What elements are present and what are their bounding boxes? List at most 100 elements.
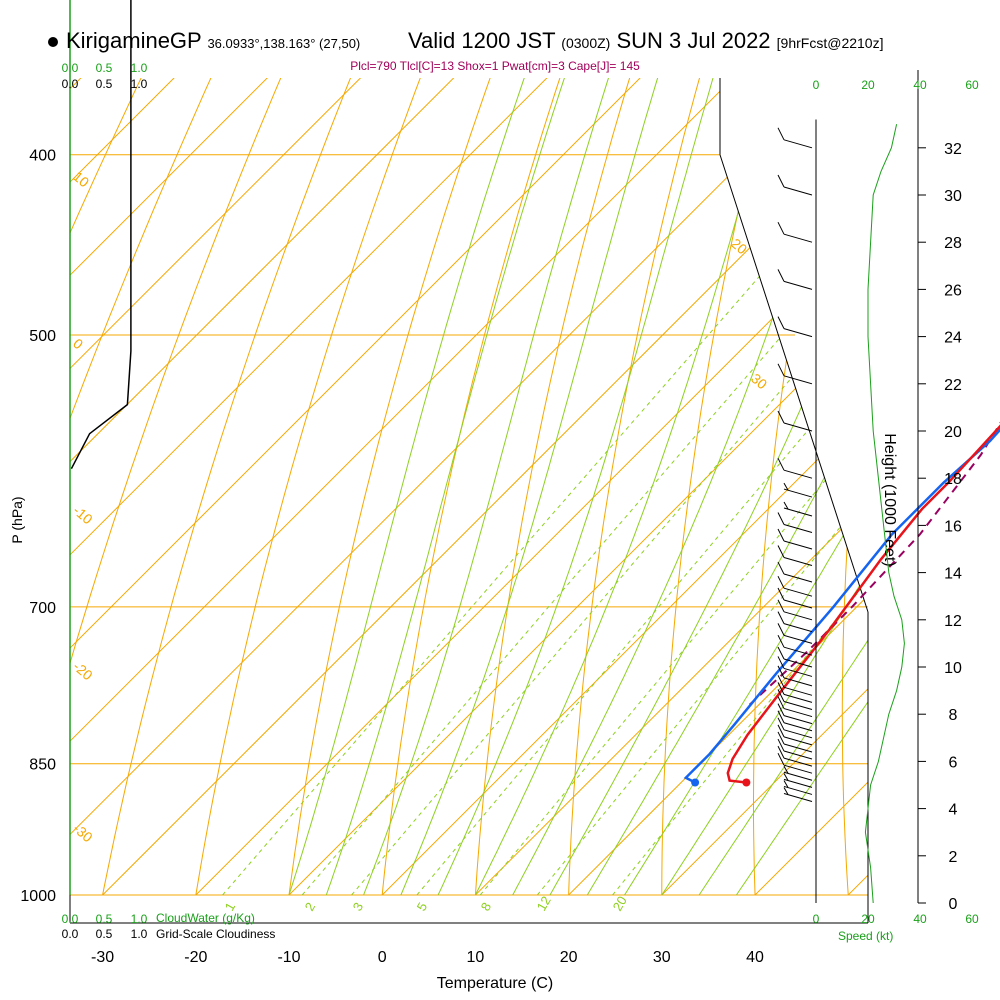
height-axis-label: Height (1000 Feet): [881, 433, 898, 566]
mixing-ratio-line: [222, 154, 867, 895]
moist-adiabat-line: [624, 78, 868, 895]
wind-barb-flag: [777, 752, 785, 766]
cloudiness-tick-top: 1.0: [131, 77, 148, 91]
wind-barb-shaft: [783, 693, 813, 703]
wind-barb-shaft: [783, 573, 813, 583]
mixing-ratio-line: [351, 154, 868, 895]
height-tick-label: 24: [944, 330, 962, 347]
speed-tick-bottom: 40: [913, 912, 927, 926]
wind-barb-flag: [777, 611, 785, 624]
wind-barb-shaft: [783, 700, 813, 710]
cloudiness-tick-bottom: 1.0: [131, 927, 148, 941]
wind-barb-flag: [777, 410, 785, 424]
moist-adiabat-line: [549, 78, 868, 895]
moist-adiabat-line: [363, 78, 788, 895]
wind-barb-flag: [783, 501, 789, 510]
wind-barb-flag: [777, 710, 785, 723]
moist-adiabat-line: [735, 78, 868, 895]
x-tick-label: -30: [91, 949, 114, 966]
wind-barb-flag: [777, 512, 785, 525]
cloudwater-tick-top: 1.0: [131, 61, 148, 75]
height-tick-label: 16: [944, 518, 962, 535]
wind-barb-shaft: [783, 658, 813, 668]
x-tick-label: 40: [746, 949, 764, 966]
moist-adiabat-line: [400, 78, 829, 895]
wind-barb-shaft: [783, 708, 813, 718]
height-tick-label: 14: [944, 566, 962, 583]
moist-adiabat-line: [288, 78, 716, 895]
wind-barb-shaft: [783, 686, 813, 696]
isotherm-line: [70, 78, 868, 895]
isotherm-line: [70, 78, 379, 895]
wind-barb-flag: [777, 457, 785, 471]
speed-tick-top: 0: [813, 78, 820, 92]
x-axis-label: Temperature (C): [437, 975, 553, 992]
dry-adiabat-line: [70, 78, 489, 895]
wind-barb-flag: [777, 665, 785, 679]
wind-barb-flag: [783, 766, 789, 774]
pressure-tick-label: 500: [29, 328, 56, 345]
wind-barb-shaft: [783, 623, 813, 633]
wind-barb-flag: [783, 787, 789, 795]
moist-adiabat-line: [437, 78, 868, 895]
valid-utc: (0300Z): [561, 35, 611, 51]
cloudwater-tick-top: 0.5: [96, 61, 113, 75]
pressure-tick-label: 400: [29, 148, 56, 165]
speed-tick-bottom: 20: [861, 912, 875, 926]
wind-barb-shaft: [783, 743, 813, 753]
wind-barb-shaft: [783, 750, 813, 760]
cloudiness-tick-top: 0.0: [62, 77, 79, 91]
height-tick-label: 28: [944, 235, 962, 252]
wind-barb-shaft: [783, 233, 813, 243]
wind-barb-shaft: [783, 667, 813, 677]
wind-barb-shaft: [783, 523, 813, 533]
wind-barb-flag: [777, 623, 785, 636]
speed-tick-top: 20: [861, 78, 875, 92]
height-tick-label: 12: [944, 613, 962, 630]
mixing-ratio-line: [536, 154, 868, 895]
cloudwater-axis-label: CloudWater (g/Kg): [156, 911, 255, 925]
wind-barb-flag: [777, 221, 785, 235]
wind-speed-profile: [864, 124, 905, 904]
isotherm-label: -10: [70, 502, 96, 527]
wind-barb-flag: [783, 773, 789, 781]
wind-barb-shaft: [783, 778, 813, 788]
wind-barb-shaft: [783, 540, 813, 550]
x-tick-label: -10: [277, 949, 300, 966]
mixing-ratio-line: [479, 154, 868, 895]
wind-barb-flag: [777, 646, 785, 660]
dry-adiabat-line: [189, 78, 608, 895]
speed-tick-top: 40: [913, 78, 927, 92]
wind-barb-shaft: [783, 715, 813, 725]
mixing-ratio-label: 2: [302, 900, 319, 914]
wind-barb-shaft: [783, 611, 813, 621]
wind-barb-flag: [777, 745, 785, 759]
wind-barb-flag: [783, 482, 789, 491]
wind-barb-flag: [777, 634, 785, 648]
wind-barb-flag: [777, 575, 785, 589]
surface-temperature-dot: [742, 778, 751, 787]
wind-barb-shaft: [783, 469, 813, 479]
cloudiness-tick-bottom: 0.0: [62, 927, 79, 941]
wind-barb-shaft: [783, 793, 813, 803]
isotherm-label: 30: [748, 370, 770, 392]
wind-barb-shaft: [783, 764, 813, 774]
height-tick-label: 10: [944, 660, 962, 677]
height-tick-label: 30: [944, 188, 962, 205]
pressure-tick-label: 700: [29, 600, 56, 617]
dry-adiabat-line: [841, 78, 868, 895]
dry-adiabat-line: [567, 78, 847, 895]
height-tick-label: 6: [949, 754, 958, 771]
isotherm-line: [70, 78, 868, 895]
wind-barb-shaft: [783, 587, 813, 597]
wind-barb-flag: [777, 731, 785, 745]
isotherm-label: 0: [70, 335, 86, 352]
mixing-ratio-label: 8: [478, 900, 495, 914]
valid-time: Valid 1200 JST (0300Z) SUN 3 Jul 2022 [9…: [408, 28, 883, 54]
wind-barb-flag: [777, 675, 785, 688]
height-tick-label: 32: [944, 141, 962, 158]
wind-barb-shaft: [783, 677, 813, 687]
y-axis-label: P (hPa): [9, 496, 25, 543]
wind-barb-flag: [777, 127, 785, 141]
dry-adiabat-line: [70, 78, 370, 895]
